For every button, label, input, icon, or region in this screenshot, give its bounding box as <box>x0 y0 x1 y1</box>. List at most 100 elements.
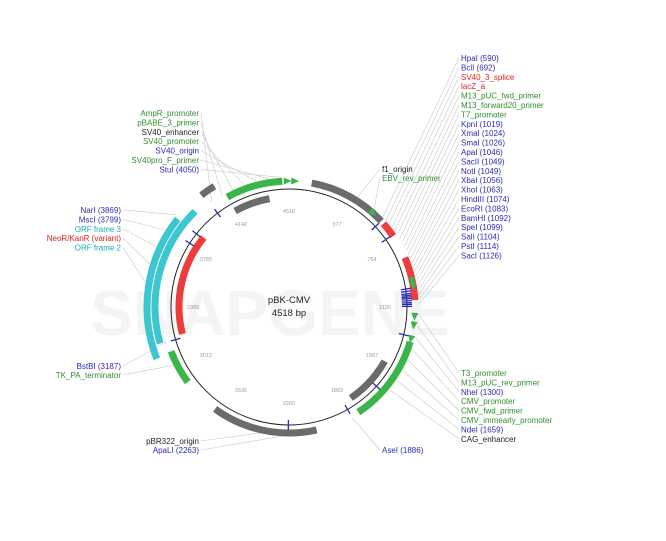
labels_top_left-label[interactable]: pBABE_3_primer <box>137 118 199 127</box>
site-asei[interactable] <box>344 404 351 415</box>
labels_left-label[interactable]: MscI (3799) <box>79 215 122 224</box>
labels_top_left-label[interactable]: SV40pro_F_primer <box>131 156 199 165</box>
labels_left-label[interactable]: NeoR/KanR (variant) <box>47 234 122 243</box>
labels_right_bottom-label[interactable]: T3_promoter <box>461 369 507 378</box>
site-bstbi[interactable] <box>170 337 181 342</box>
arrow-m13-puc-rev-primer[interactable] <box>410 321 418 330</box>
leader-line <box>418 236 460 296</box>
labels_right_top-label[interactable]: HindIII (1074) <box>461 195 510 204</box>
labels_misc-label[interactable]: EBV_rev_primer <box>382 174 441 183</box>
labels_left-label[interactable]: ORF frame 2 <box>75 244 122 253</box>
leader-line <box>388 76 460 225</box>
labels_misc-label[interactable]: AseI (1886) <box>382 446 424 455</box>
site-mcs[interactable] <box>401 292 412 296</box>
labels_right_bottom-label[interactable]: CMV_fwd_primer <box>461 407 523 416</box>
labels_top_left-label[interactable]: SV40_promoter <box>143 137 199 146</box>
leader-line <box>385 67 460 221</box>
arrow-m13-puc-fwd-primer[interactable] <box>409 281 416 291</box>
leader-line <box>200 434 289 451</box>
leader-line <box>417 325 460 383</box>
arrow-sv40pro-f-primer[interactable] <box>291 177 300 185</box>
feature-tk-pa-terminator[interactable] <box>167 349 191 385</box>
labels_right_top-label[interactable]: KpnI (1019) <box>461 120 503 129</box>
labels_right_top-label[interactable]: XhoI (1063) <box>461 186 503 195</box>
labels_right_top-label[interactable]: SpeI (1099) <box>461 223 503 232</box>
arrow-cmv-fwd-primer[interactable] <box>408 334 416 344</box>
leader-line <box>200 122 223 196</box>
feature-sv40-enhancer[interactable] <box>233 195 271 215</box>
labels_right_bottom-label[interactable]: CAG_enhancer <box>461 435 516 444</box>
labels_right_top-label[interactable]: SV40_3_splice <box>461 73 515 82</box>
leader-line <box>399 114 460 240</box>
labels_right_top-label[interactable]: XmaI (1024) <box>461 129 505 138</box>
leader-line <box>415 198 460 278</box>
feature-neor-kanr-variant-[interactable] <box>175 235 207 335</box>
feature-orf-frame-3[interactable] <box>151 208 198 345</box>
labels_top_left-label[interactable]: SV40_origin <box>155 147 199 156</box>
site-mcs[interactable] <box>400 287 411 291</box>
arrow-ebv-rev-primer[interactable] <box>367 207 377 216</box>
site-mcs[interactable] <box>401 297 412 300</box>
site-msci[interactable] <box>185 239 195 247</box>
labels_right_top-label[interactable]: M13_pUC_fwd_primer <box>461 92 541 101</box>
arrow-t3-promoter[interactable] <box>411 312 419 321</box>
leader-line <box>389 389 460 440</box>
labels_top_left-label[interactable]: AmpR_promoter <box>140 109 199 118</box>
labels_right_top-label[interactable]: HpaI (590) <box>461 54 499 63</box>
labels_right_top-label[interactable]: EcoRI (1083) <box>461 204 508 213</box>
labels_left-label[interactable]: ORF frame 3 <box>75 225 122 234</box>
feature-f1-origin[interactable] <box>311 179 384 224</box>
leader-line <box>416 208 460 282</box>
arrow-pbabe-3-primer[interactable] <box>283 177 292 185</box>
labels_right_top-label[interactable]: SacII (1049) <box>461 157 505 166</box>
labels_right_top-label[interactable]: SmaI (1026) <box>461 139 505 148</box>
site-hpai[interactable] <box>371 222 380 231</box>
labels_right_bottom-label[interactable]: CMV_immearly_promoter <box>461 416 552 425</box>
labels_right_bottom-label[interactable]: NheI (1300) <box>461 388 504 397</box>
leader-line <box>382 57 460 218</box>
labels_right_top-label[interactable]: NotI (1049) <box>461 167 501 176</box>
plasmid-name: pBK-CMV <box>268 295 311 306</box>
labels_right_top-label[interactable]: ApaI (1046) <box>461 148 503 157</box>
leader-line <box>412 180 460 269</box>
labels_misc-label[interactable]: TK_PA_terminator <box>56 371 122 380</box>
feature-sv40-3-splice[interactable] <box>380 221 397 239</box>
labels_misc-label[interactable]: pBR322_origin <box>146 437 199 446</box>
labels_top_left-label[interactable]: SV40_enhancer <box>142 128 200 137</box>
leader-line <box>373 177 381 212</box>
site-stui[interactable] <box>213 208 222 218</box>
site-ndei[interactable] <box>372 382 381 391</box>
leader-line <box>200 169 281 178</box>
tick-label: 754 <box>368 257 377 263</box>
site-nhei[interactable] <box>398 332 409 337</box>
labels_misc-label[interactable]: BstBI (3187) <box>77 362 122 371</box>
labels_right_bottom-label[interactable]: CMV_promoter <box>461 397 516 406</box>
labels_right_top-label[interactable]: SalI (1104) <box>461 233 500 242</box>
site-mcs[interactable] <box>401 299 412 302</box>
site-mcs[interactable] <box>401 296 412 299</box>
feature-ampr-promoter[interactable] <box>199 183 217 198</box>
labels_right_bottom-label[interactable]: NdeI (1659) <box>461 425 504 434</box>
site-mcs[interactable] <box>400 290 411 293</box>
feature-cag-enhancer[interactable] <box>348 359 388 401</box>
labels_right_top-label[interactable]: XbaI (1056) <box>461 176 503 185</box>
labels_right_top-label[interactable]: PstI (1114) <box>461 242 499 251</box>
labels_misc-label[interactable]: f1_origin <box>382 165 413 174</box>
feature-pbr322-origin[interactable] <box>213 406 318 437</box>
labels_right_top-label[interactable]: BclI (692) <box>461 63 496 72</box>
labels_right_top-label[interactable]: BamHI (1092) <box>461 214 511 223</box>
labels_misc-label[interactable]: ApaLI (2263) <box>153 446 200 455</box>
site-mcs[interactable] <box>401 294 412 297</box>
labels_right_top-label[interactable]: lacZ_a <box>461 82 486 91</box>
labels_top_left-label[interactable]: StuI (4050) <box>159 165 199 174</box>
site-nari[interactable] <box>192 230 201 238</box>
labels_right_top-label[interactable]: T7_promoter <box>461 110 507 119</box>
feature-sv40-promoter[interactable] <box>225 177 283 201</box>
labels_right_bottom-label[interactable]: M13_pUC_rev_primer <box>461 378 540 387</box>
labels_right_top-label[interactable]: SacI (1126) <box>461 251 502 260</box>
site-bcli[interactable] <box>381 236 391 243</box>
feature-orf-frame-2[interactable] <box>143 216 181 361</box>
labels_right_top-label[interactable]: M13_forward20_primer <box>461 101 544 110</box>
labels_left-label[interactable]: NarI (3869) <box>81 206 122 215</box>
feature-cmv-promoter[interactable] <box>356 340 414 416</box>
